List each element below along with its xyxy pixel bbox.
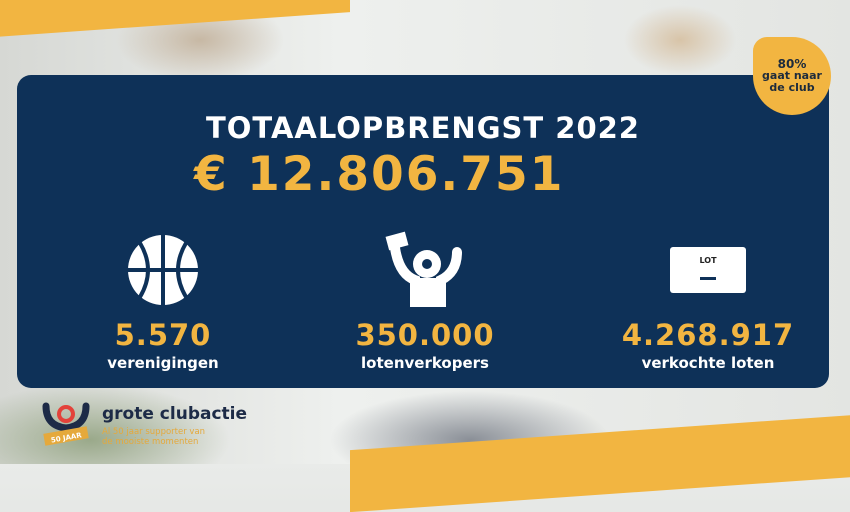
stat-value: 5.570: [114, 318, 212, 352]
stat-value: 350.000: [355, 318, 495, 352]
total-amount: € 12.806.751: [194, 147, 565, 202]
stat-tickets: LOT 4.268.917 verkochte loten: [578, 230, 838, 372]
brand-name: grote clubactie: [102, 404, 248, 424]
results-panel: TOTAALOPBRENGST 2022 € 12.806.751 5.570 …: [17, 75, 829, 388]
lottery-ticket-icon: LOT: [670, 247, 746, 293]
tagline: de mooiste momenten: [102, 437, 199, 447]
cheering-supporter-icon: [295, 230, 555, 310]
stat-label: verenigingen: [107, 354, 219, 372]
stat-clubs: 5.570 verenigingen: [33, 230, 293, 372]
badge-percent: 80%: [777, 57, 807, 71]
ticket-text: LOT: [699, 256, 717, 265]
tagline: Al 50 jaar supporter van: [102, 427, 206, 437]
badge-text: de club: [769, 81, 815, 94]
stat-sellers: 350.000 lotenverkopers: [295, 230, 555, 372]
basketball-icon: [33, 230, 293, 310]
logo-icon: 50 JAAR: [42, 402, 90, 446]
stat-label: lotenverkopers: [361, 354, 489, 372]
club-share-badge: 80% gaat naar de club: [753, 37, 831, 115]
grote-clubactie-logo: 50 JAAR grote clubactie Al 50 jaar suppo…: [40, 402, 247, 448]
page-title: TOTAALOPBRENGST 2022: [205, 111, 640, 145]
badge-text: gaat naar: [762, 69, 822, 82]
stat-label: verkochte loten: [641, 354, 775, 372]
stat-value: 4.268.917: [621, 318, 795, 352]
